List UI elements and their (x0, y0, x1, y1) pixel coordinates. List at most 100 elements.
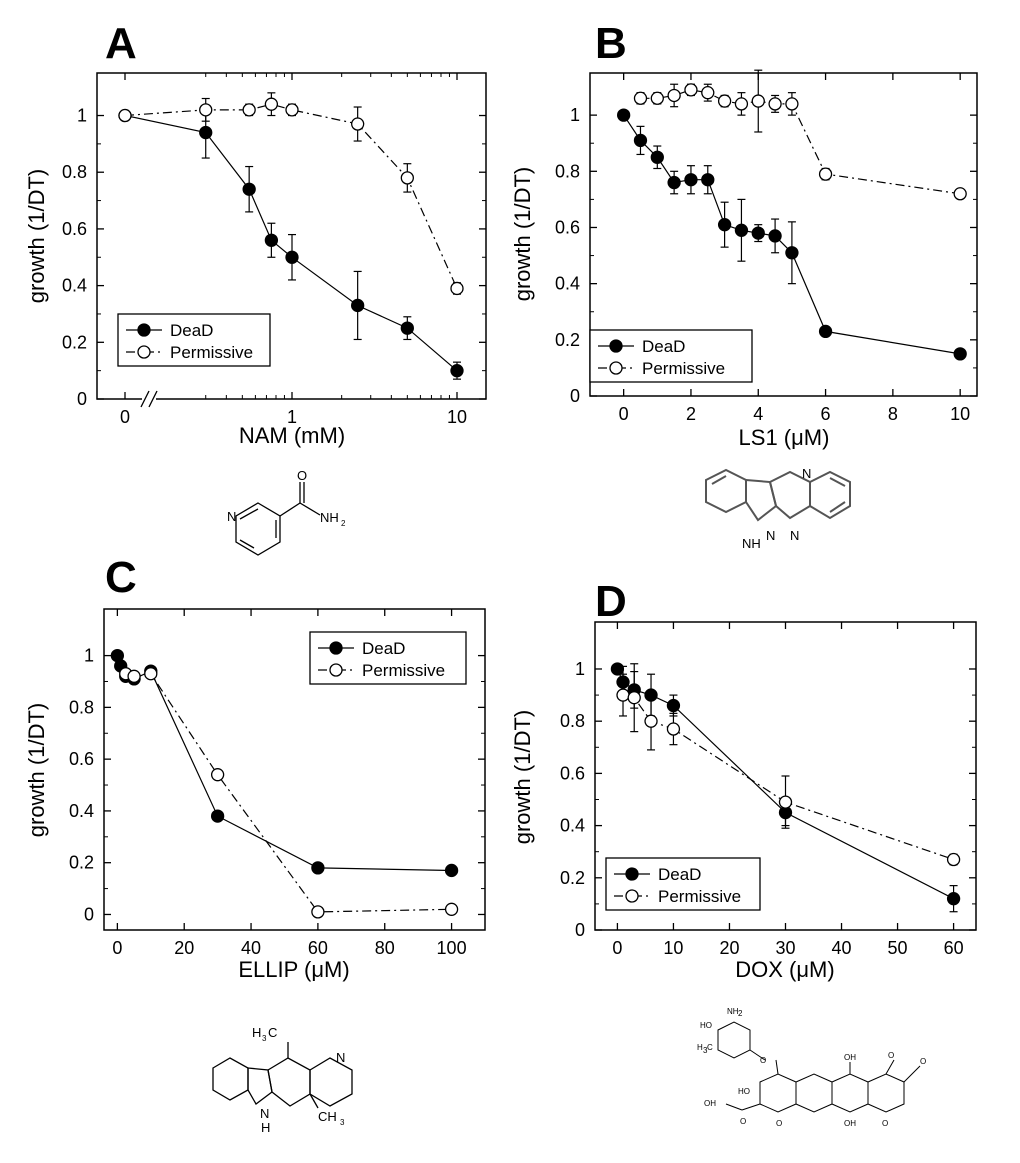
y-tick-label: 1 (84, 646, 94, 666)
ellip-structure-drawing (212, 1042, 353, 1109)
y-tick-label: 0 (77, 389, 87, 409)
legend-entry: Permissive (642, 359, 725, 378)
x-tick-label: 2 (686, 404, 696, 424)
legend-marker (137, 323, 151, 337)
data-point-permissive (444, 902, 459, 916)
x-tick-label: 0 (120, 407, 130, 427)
x-tick-label: 10 (950, 404, 970, 424)
x-tick-label: 4 (753, 404, 763, 424)
series-line-dead (116, 655, 452, 872)
data-point-permissive (701, 86, 715, 100)
y-tick-label: 1 (77, 106, 87, 126)
data-point-dead (701, 173, 715, 187)
panel-c-letter: C (105, 553, 137, 602)
panel-a-letter: A (105, 19, 137, 68)
data-point-dead (450, 364, 464, 378)
x-axis-label: NAM (mM) (239, 423, 345, 448)
x-tick-label: 50 (888, 938, 908, 958)
data-point-permissive (400, 171, 414, 185)
data-point-dead (242, 182, 256, 196)
x-tick-label: 6 (821, 404, 831, 424)
series-line-permissive (622, 694, 954, 861)
series-line-permissive (124, 103, 458, 289)
legend-entry: Permissive (362, 661, 445, 680)
legend-marker (329, 641, 343, 655)
ellip-structure-label: H (252, 1025, 261, 1040)
legend-marker (625, 889, 639, 903)
data-point-dead (684, 173, 698, 187)
x-tick-label: 8 (888, 404, 898, 424)
y-tick-label: 0.4 (62, 276, 87, 296)
x-tick-label: 20 (719, 938, 739, 958)
x-tick-label: 100 (437, 938, 467, 958)
x-tick-label: 80 (375, 938, 395, 958)
data-point-permissive (264, 97, 279, 111)
ls1-structure-label: N (802, 466, 811, 481)
legend-marker (137, 345, 151, 359)
panel-d-letter: D (595, 577, 627, 626)
ellip-structure-label: C (268, 1025, 277, 1040)
ellip-structure-label: N (260, 1106, 269, 1121)
dox-structure-label: C (707, 1043, 713, 1052)
y-tick-label: 0.8 (69, 697, 94, 717)
data-point-dead (633, 133, 648, 148)
data-point-dead (210, 809, 225, 823)
y-tick-label: 0 (575, 920, 585, 940)
ellip-structure-label: 3 (262, 1034, 267, 1043)
data-point-permissive (717, 94, 732, 108)
dox-structure-label: OH (704, 1099, 716, 1108)
y-tick-label: 0.8 (62, 162, 87, 182)
series-line-permissive (125, 673, 452, 913)
y-tick-label: 0.4 (69, 801, 94, 821)
dox-structure-label: 2 (738, 1009, 743, 1018)
legend-entry: DeaD (362, 639, 405, 658)
legend-marker (625, 867, 639, 881)
dox-structure-label: O (888, 1051, 894, 1060)
axis-break-mark (148, 390, 158, 408)
data-point-dead (734, 223, 749, 237)
legend-entry: DeaD (170, 321, 213, 340)
x-tick-label: 60 (308, 938, 328, 958)
y-tick-label: 0.6 (555, 217, 580, 237)
dox-structure-label: O (882, 1119, 888, 1128)
data-point-dead (667, 175, 681, 190)
ellip-structure-label: 3 (340, 1118, 345, 1127)
y-tick-label: 0 (84, 904, 94, 924)
data-point-permissive (684, 83, 698, 97)
ellip-structure-label: CH (318, 1109, 337, 1124)
data-point-dead (199, 125, 213, 140)
legend-entry: DeaD (642, 337, 685, 356)
ellip-structure-label: N (336, 1050, 345, 1065)
nam-structure-label: 2 (341, 519, 346, 528)
dox-structure-label: O (760, 1056, 766, 1065)
y-axis-label: growth (1/DT) (24, 169, 49, 303)
dox-structure-drawing (717, 1021, 921, 1113)
data-point-dead (768, 229, 782, 243)
data-point-permissive (285, 103, 299, 117)
ellip-structure-label: H (261, 1120, 270, 1135)
data-point-dead (666, 698, 681, 713)
data-point-permissive (627, 691, 641, 705)
data-point-permissive (818, 167, 833, 181)
data-point-dead (617, 108, 631, 122)
legend-entry: Permissive (170, 343, 253, 362)
data-point-dead (400, 321, 414, 335)
dox-structure-label: O (920, 1057, 926, 1066)
data-point-dead (785, 246, 799, 260)
data-point-permissive (351, 117, 365, 131)
y-tick-label: 0 (570, 386, 580, 406)
x-axis-label: DOX (μM) (735, 957, 834, 982)
x-tick-label: 40 (241, 938, 261, 958)
panel-c-chart: 0 0.2 0.4 0.6 0.8 1 0 20 40 60 80 100 ELLIP (μM) grow… (24, 608, 486, 982)
axis-break-mark (140, 390, 150, 408)
data-point-dead (444, 863, 459, 878)
data-point-permissive (210, 768, 225, 782)
data-point-dead (818, 324, 833, 339)
y-tick-label: 1 (575, 659, 585, 679)
dox-structure-label: NH (727, 1007, 739, 1016)
data-point-permissive (734, 97, 749, 111)
data-point-permissive (768, 97, 782, 111)
legend-entry: DeaD (658, 865, 701, 884)
